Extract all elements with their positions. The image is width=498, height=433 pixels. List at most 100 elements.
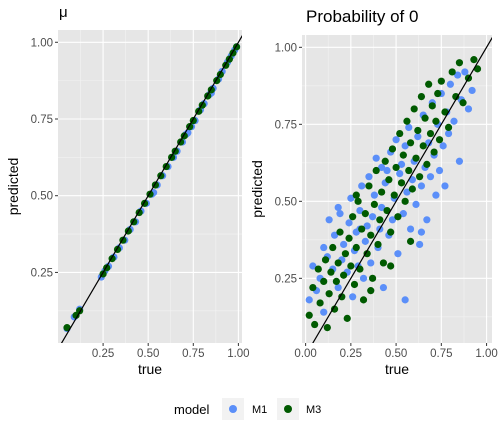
point-m1 xyxy=(320,308,328,316)
point-m1 xyxy=(356,206,364,215)
point-m1 xyxy=(423,216,431,224)
point-m3 xyxy=(376,216,384,224)
point-m3 xyxy=(401,197,409,205)
point-m3 xyxy=(320,277,328,285)
point-m1 xyxy=(461,68,469,76)
point-m3 xyxy=(350,280,359,289)
point-m1 xyxy=(392,136,400,144)
point-m3 xyxy=(387,228,395,236)
y-tick-label: 0.75 xyxy=(31,114,53,126)
point-m3 xyxy=(406,139,415,147)
y-tick-label: 0.75 xyxy=(275,119,297,131)
point-m3 xyxy=(349,213,357,221)
point-m3 xyxy=(410,105,418,113)
y-tick-label: 1.00 xyxy=(31,37,53,49)
y-tick-label: 0.50 xyxy=(31,191,53,203)
point-m3 xyxy=(343,314,351,322)
point-m3 xyxy=(372,166,380,175)
point-m3 xyxy=(397,179,406,187)
point-m3 xyxy=(387,262,395,270)
point-m1 xyxy=(416,240,424,249)
point-m1 xyxy=(378,203,386,212)
point-m3 xyxy=(473,65,482,73)
point-m3 xyxy=(470,56,478,64)
point-m3 xyxy=(367,231,375,239)
panel-title: Probability of 0 xyxy=(306,7,418,26)
identity-line xyxy=(312,36,492,343)
point-m3 xyxy=(452,93,460,101)
point-m1 xyxy=(345,219,353,227)
legend-label-m1: M1 xyxy=(252,404,267,416)
point-m3 xyxy=(363,250,371,258)
x-tick-label: 0.00 xyxy=(294,348,316,360)
panel-title: μ xyxy=(59,4,68,21)
point-m1 xyxy=(367,259,375,267)
point-m1 xyxy=(401,296,409,304)
point-m3 xyxy=(321,256,330,264)
point-m3 xyxy=(432,117,440,125)
point-m3 xyxy=(336,228,344,236)
point-m3 xyxy=(63,324,71,332)
x-tick-label: 0.75 xyxy=(182,348,204,360)
point-m1 xyxy=(361,237,369,245)
plot-background xyxy=(58,30,242,343)
point-m3 xyxy=(396,129,404,138)
x-tick-label: 1.00 xyxy=(475,348,497,360)
point-m1 xyxy=(397,160,406,168)
point-m1 xyxy=(334,203,342,212)
point-m1 xyxy=(405,123,413,131)
point-m1 xyxy=(399,210,407,218)
y-tick-label: 0.25 xyxy=(275,273,297,285)
point-m3 xyxy=(428,102,436,110)
point-m1 xyxy=(349,293,357,301)
point-m3 xyxy=(434,89,442,98)
point-m1 xyxy=(309,262,317,270)
point-m3 xyxy=(341,250,350,258)
point-m1 xyxy=(370,191,378,199)
point-m3 xyxy=(403,117,411,125)
point-m1 xyxy=(450,117,458,125)
identity-line xyxy=(60,34,242,343)
point-m1 xyxy=(330,231,339,239)
point-m1 xyxy=(358,182,366,190)
point-m3 xyxy=(367,287,375,295)
point-m3 xyxy=(358,225,366,233)
x-tick-label: 0.50 xyxy=(137,348,159,360)
point-m3 xyxy=(338,293,346,301)
point-m3 xyxy=(425,80,433,88)
point-m1 xyxy=(388,216,397,224)
point-m3 xyxy=(426,129,435,138)
point-m1 xyxy=(441,182,449,190)
point-m3 xyxy=(323,324,331,332)
point-m1 xyxy=(396,170,404,178)
point-m1 xyxy=(406,225,415,233)
y-tick-label: 0.25 xyxy=(31,267,53,279)
point-m1 xyxy=(408,176,416,184)
point-m1 xyxy=(325,216,333,224)
point-m3 xyxy=(305,311,313,319)
point-m3 xyxy=(370,200,378,208)
point-m3 xyxy=(392,163,400,172)
point-m3 xyxy=(332,277,340,285)
y-axis-title: predicted xyxy=(5,158,21,216)
point-m3 xyxy=(374,240,382,249)
point-m1 xyxy=(401,142,409,150)
point-m3 xyxy=(352,191,360,199)
point-m1 xyxy=(403,188,411,196)
point-m1 xyxy=(435,166,444,175)
point-m3 xyxy=(329,243,337,252)
point-m1 xyxy=(336,210,344,218)
point-m1 xyxy=(320,243,328,252)
point-m1 xyxy=(455,157,464,165)
point-m1 xyxy=(468,86,476,95)
point-m3 xyxy=(441,108,449,116)
point-m3 xyxy=(383,206,391,215)
point-m3 xyxy=(430,148,438,156)
point-m3 xyxy=(316,299,324,307)
point-m1 xyxy=(425,139,433,147)
point-m1 xyxy=(359,274,368,282)
point-m3 xyxy=(399,151,407,159)
point-m1 xyxy=(439,142,447,150)
